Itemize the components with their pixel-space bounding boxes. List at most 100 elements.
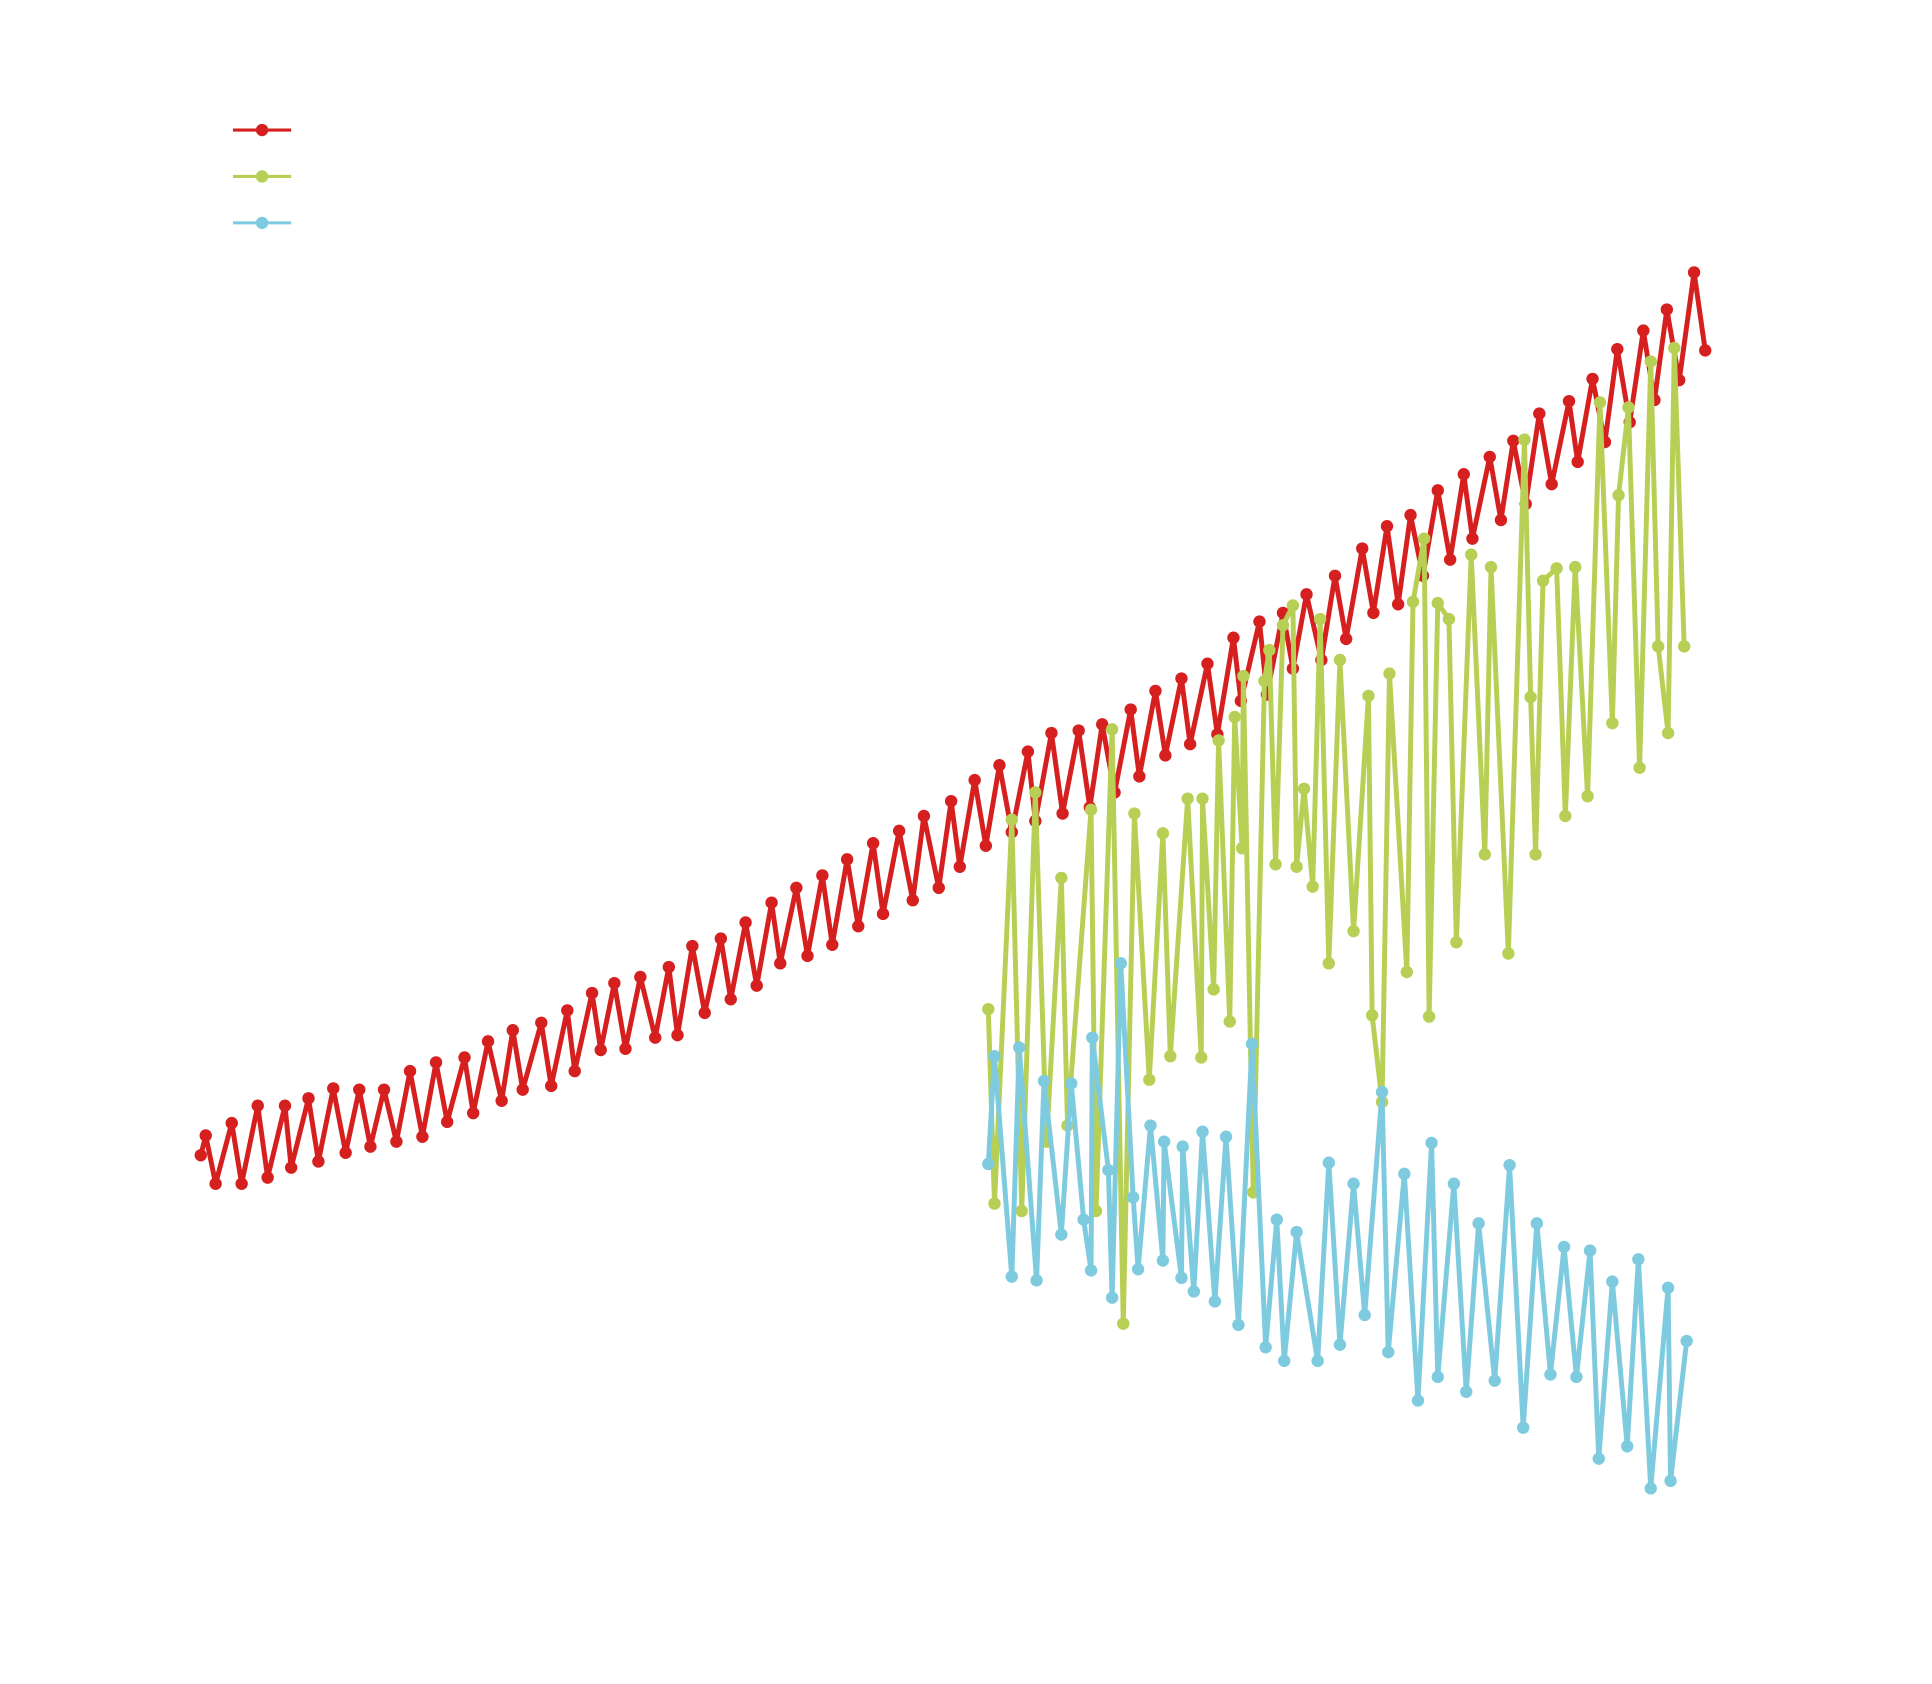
data-point xyxy=(1668,341,1681,355)
data-point xyxy=(390,1135,403,1148)
data-point xyxy=(1201,657,1214,670)
data-point xyxy=(1400,965,1414,979)
data-point xyxy=(876,907,890,921)
data-point xyxy=(917,809,931,823)
data-point xyxy=(1131,1263,1145,1276)
data-point xyxy=(1021,745,1035,758)
data-point xyxy=(634,970,647,984)
data-point xyxy=(1117,1317,1130,1330)
data-point xyxy=(1460,1385,1473,1398)
data-point xyxy=(739,916,752,929)
data-point xyxy=(1524,690,1537,704)
data-point xyxy=(1245,1037,1259,1051)
data-point xyxy=(1356,542,1369,555)
data-point xyxy=(1503,1158,1516,1172)
data-point xyxy=(1581,789,1594,803)
data-point xyxy=(662,960,676,974)
data-point xyxy=(1045,726,1058,740)
data-point xyxy=(698,1006,711,1020)
data-point xyxy=(1518,433,1531,446)
data-point xyxy=(993,759,1006,772)
data-point xyxy=(1417,532,1431,545)
data-point xyxy=(1196,1125,1209,1138)
data-point xyxy=(302,1092,315,1105)
data-point xyxy=(1404,508,1417,522)
data-point xyxy=(1072,724,1085,737)
data-point xyxy=(953,860,966,873)
data-point xyxy=(750,979,763,992)
data-point xyxy=(906,894,919,907)
data-point xyxy=(1156,1254,1170,1267)
data-point xyxy=(585,986,599,1000)
data-point xyxy=(1592,1452,1605,1465)
data-point xyxy=(1442,612,1456,626)
data-point xyxy=(251,1099,264,1112)
data-point xyxy=(1644,1482,1657,1495)
data-point xyxy=(1517,1421,1530,1434)
legend-marker xyxy=(255,170,269,183)
data-point xyxy=(1375,1085,1389,1099)
data-point xyxy=(1237,669,1250,683)
data-point xyxy=(1557,1240,1571,1254)
data-point xyxy=(506,1024,519,1037)
data-point xyxy=(1425,1136,1438,1150)
data-point xyxy=(866,837,880,850)
data-point xyxy=(982,1002,995,1016)
data-point xyxy=(561,1004,574,1017)
data-point xyxy=(1187,1285,1201,1298)
data-point xyxy=(1383,667,1396,680)
data-point xyxy=(327,1082,340,1095)
data-point xyxy=(1347,924,1360,938)
data-point xyxy=(1128,807,1141,820)
data-point xyxy=(1333,1338,1347,1351)
data-point xyxy=(1219,1130,1233,1143)
data-point xyxy=(1431,596,1444,610)
data-point xyxy=(1339,632,1353,646)
data-point xyxy=(1270,1213,1283,1226)
data-point xyxy=(1431,484,1444,497)
data-point xyxy=(1478,848,1492,861)
data-point xyxy=(1175,672,1188,685)
data-point xyxy=(1259,1341,1272,1354)
data-point xyxy=(1465,548,1478,561)
data-point xyxy=(1633,761,1646,774)
data-point xyxy=(1232,1318,1245,1332)
data-point xyxy=(1472,1217,1485,1230)
data-point xyxy=(1300,588,1313,601)
data-point xyxy=(1290,1225,1303,1239)
data-point xyxy=(1611,342,1624,356)
data-point xyxy=(261,1171,274,1184)
data-point xyxy=(1286,599,1300,612)
data-point xyxy=(1084,1264,1098,1277)
data-point xyxy=(1406,595,1420,608)
data-point xyxy=(1311,1354,1324,1368)
data-point xyxy=(235,1177,248,1190)
data-point xyxy=(1096,718,1109,731)
data-point xyxy=(649,1031,662,1044)
data-point xyxy=(466,1106,480,1120)
data-point xyxy=(1447,1177,1461,1190)
data-point xyxy=(1457,468,1470,481)
data-point xyxy=(1065,1077,1078,1090)
data-point xyxy=(1143,1073,1156,1086)
data-point xyxy=(516,1083,529,1096)
data-point xyxy=(1013,1041,1026,1054)
data-point xyxy=(1005,1270,1019,1283)
data-point xyxy=(535,1016,548,1029)
data-point xyxy=(1159,749,1172,762)
data-point xyxy=(1297,782,1311,795)
data-point xyxy=(840,853,854,866)
data-point xyxy=(1235,842,1249,855)
data-point xyxy=(1612,489,1625,502)
data-point xyxy=(932,881,945,895)
data-point xyxy=(608,976,621,990)
data-point xyxy=(1084,803,1098,816)
data-point xyxy=(1502,947,1515,960)
data-point xyxy=(1545,477,1558,491)
data-point xyxy=(1637,324,1650,337)
data-point xyxy=(339,1146,352,1159)
data-point xyxy=(199,1129,212,1142)
data-point xyxy=(1411,1394,1425,1407)
